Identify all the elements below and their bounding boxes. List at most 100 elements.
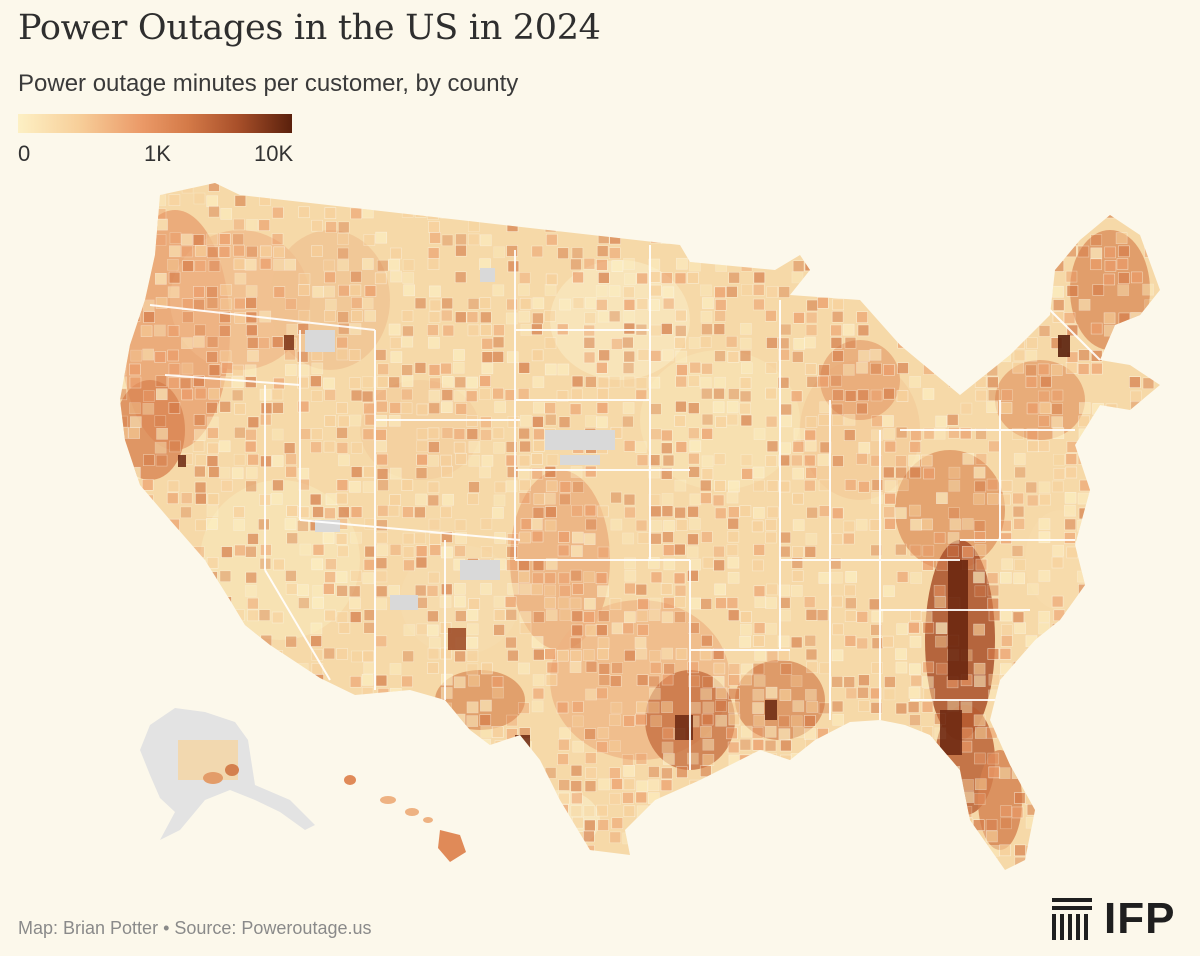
county-cell [1077, 872, 1088, 883]
county-cell [818, 871, 829, 882]
county-cell [650, 571, 663, 584]
county-cell [557, 649, 569, 662]
county-cell [375, 585, 388, 598]
county-cell [1051, 480, 1064, 493]
county-cell [689, 493, 702, 506]
county-cell [142, 505, 154, 518]
county-cell [168, 402, 181, 414]
county-cell [559, 727, 571, 740]
county-cell [1052, 299, 1065, 311]
county-cell [1092, 559, 1104, 571]
county-cell [805, 689, 817, 701]
county-cell [180, 596, 193, 609]
county-cell [661, 323, 673, 335]
county-cell [1014, 792, 1026, 804]
county-cell [232, 869, 245, 870]
county-cell [120, 322, 128, 335]
county-cell [416, 701, 428, 714]
county-cell [247, 416, 260, 429]
county-cell [650, 520, 663, 532]
county-cell [948, 507, 960, 519]
county-cell [752, 843, 765, 855]
county-cell [817, 843, 829, 856]
county-cell [689, 246, 701, 259]
county-cell [855, 739, 868, 751]
county-cell [779, 778, 792, 791]
county-cell [336, 728, 348, 741]
county-cell [375, 440, 388, 453]
county-cell [778, 245, 790, 258]
county-cell [323, 792, 335, 804]
county-cell [466, 715, 479, 727]
county-cell [844, 220, 857, 233]
county-cell [843, 364, 855, 376]
county-cell [519, 611, 532, 623]
county-cell [597, 310, 610, 323]
county-cell [442, 324, 455, 337]
county-cell [858, 273, 870, 286]
county-cell [206, 351, 218, 363]
county-cell [467, 298, 480, 310]
county-cell [349, 480, 361, 493]
county-cell [1012, 661, 1025, 673]
county-cell [611, 662, 623, 674]
county-cell [271, 869, 284, 870]
county-cell [806, 299, 819, 312]
county-cell [491, 832, 504, 845]
county-cell [884, 492, 896, 505]
county-cell [531, 636, 544, 648]
county-cell [1143, 805, 1156, 818]
county-cell [908, 791, 920, 804]
county-cell [1038, 518, 1051, 530]
county-cell [1051, 193, 1064, 206]
county-cell [973, 714, 986, 727]
county-cell [870, 206, 883, 219]
county-cell [544, 572, 557, 585]
county-cell [129, 363, 141, 376]
county-cell [856, 452, 868, 465]
county-cell [1089, 582, 1102, 595]
county-cell [974, 480, 987, 493]
county-cell [220, 298, 232, 310]
county-cell [1155, 623, 1160, 635]
county-cell [922, 322, 934, 335]
county-cell [246, 219, 258, 231]
county-cell [920, 611, 933, 623]
county-cell [921, 298, 933, 310]
county-cell [440, 868, 453, 870]
county-cell [882, 206, 895, 219]
county-cell [1063, 220, 1076, 233]
county-cell [416, 597, 428, 609]
county-cell [479, 752, 492, 765]
county-cell [699, 336, 712, 348]
county-cell [245, 285, 258, 297]
county-cell [908, 621, 920, 634]
county-cell [675, 790, 687, 803]
county-cell [120, 183, 128, 192]
county-cell [517, 467, 530, 480]
county-cell [777, 649, 790, 661]
county-cell [687, 569, 699, 582]
county-cell [923, 272, 935, 285]
county-cell [377, 479, 389, 492]
county-cell [154, 208, 167, 220]
county-cell [728, 674, 741, 686]
ifp-logo: IFP [1050, 896, 1192, 942]
county-cell [1129, 429, 1142, 442]
county-cell [1000, 609, 1012, 622]
county-cell [1066, 441, 1079, 453]
county-cell [896, 390, 909, 402]
county-cell [740, 870, 751, 881]
county-cell [1143, 556, 1156, 569]
county-cell [856, 183, 869, 192]
county-cell [661, 429, 673, 442]
county-cell [688, 375, 700, 387]
county-cell [858, 480, 870, 493]
county-cell [182, 260, 194, 272]
county-cell [467, 233, 480, 246]
county-cell [570, 805, 583, 817]
county-cell [120, 662, 128, 675]
county-cell [674, 309, 687, 322]
county-cell [361, 183, 374, 193]
county-cell [1129, 831, 1141, 844]
